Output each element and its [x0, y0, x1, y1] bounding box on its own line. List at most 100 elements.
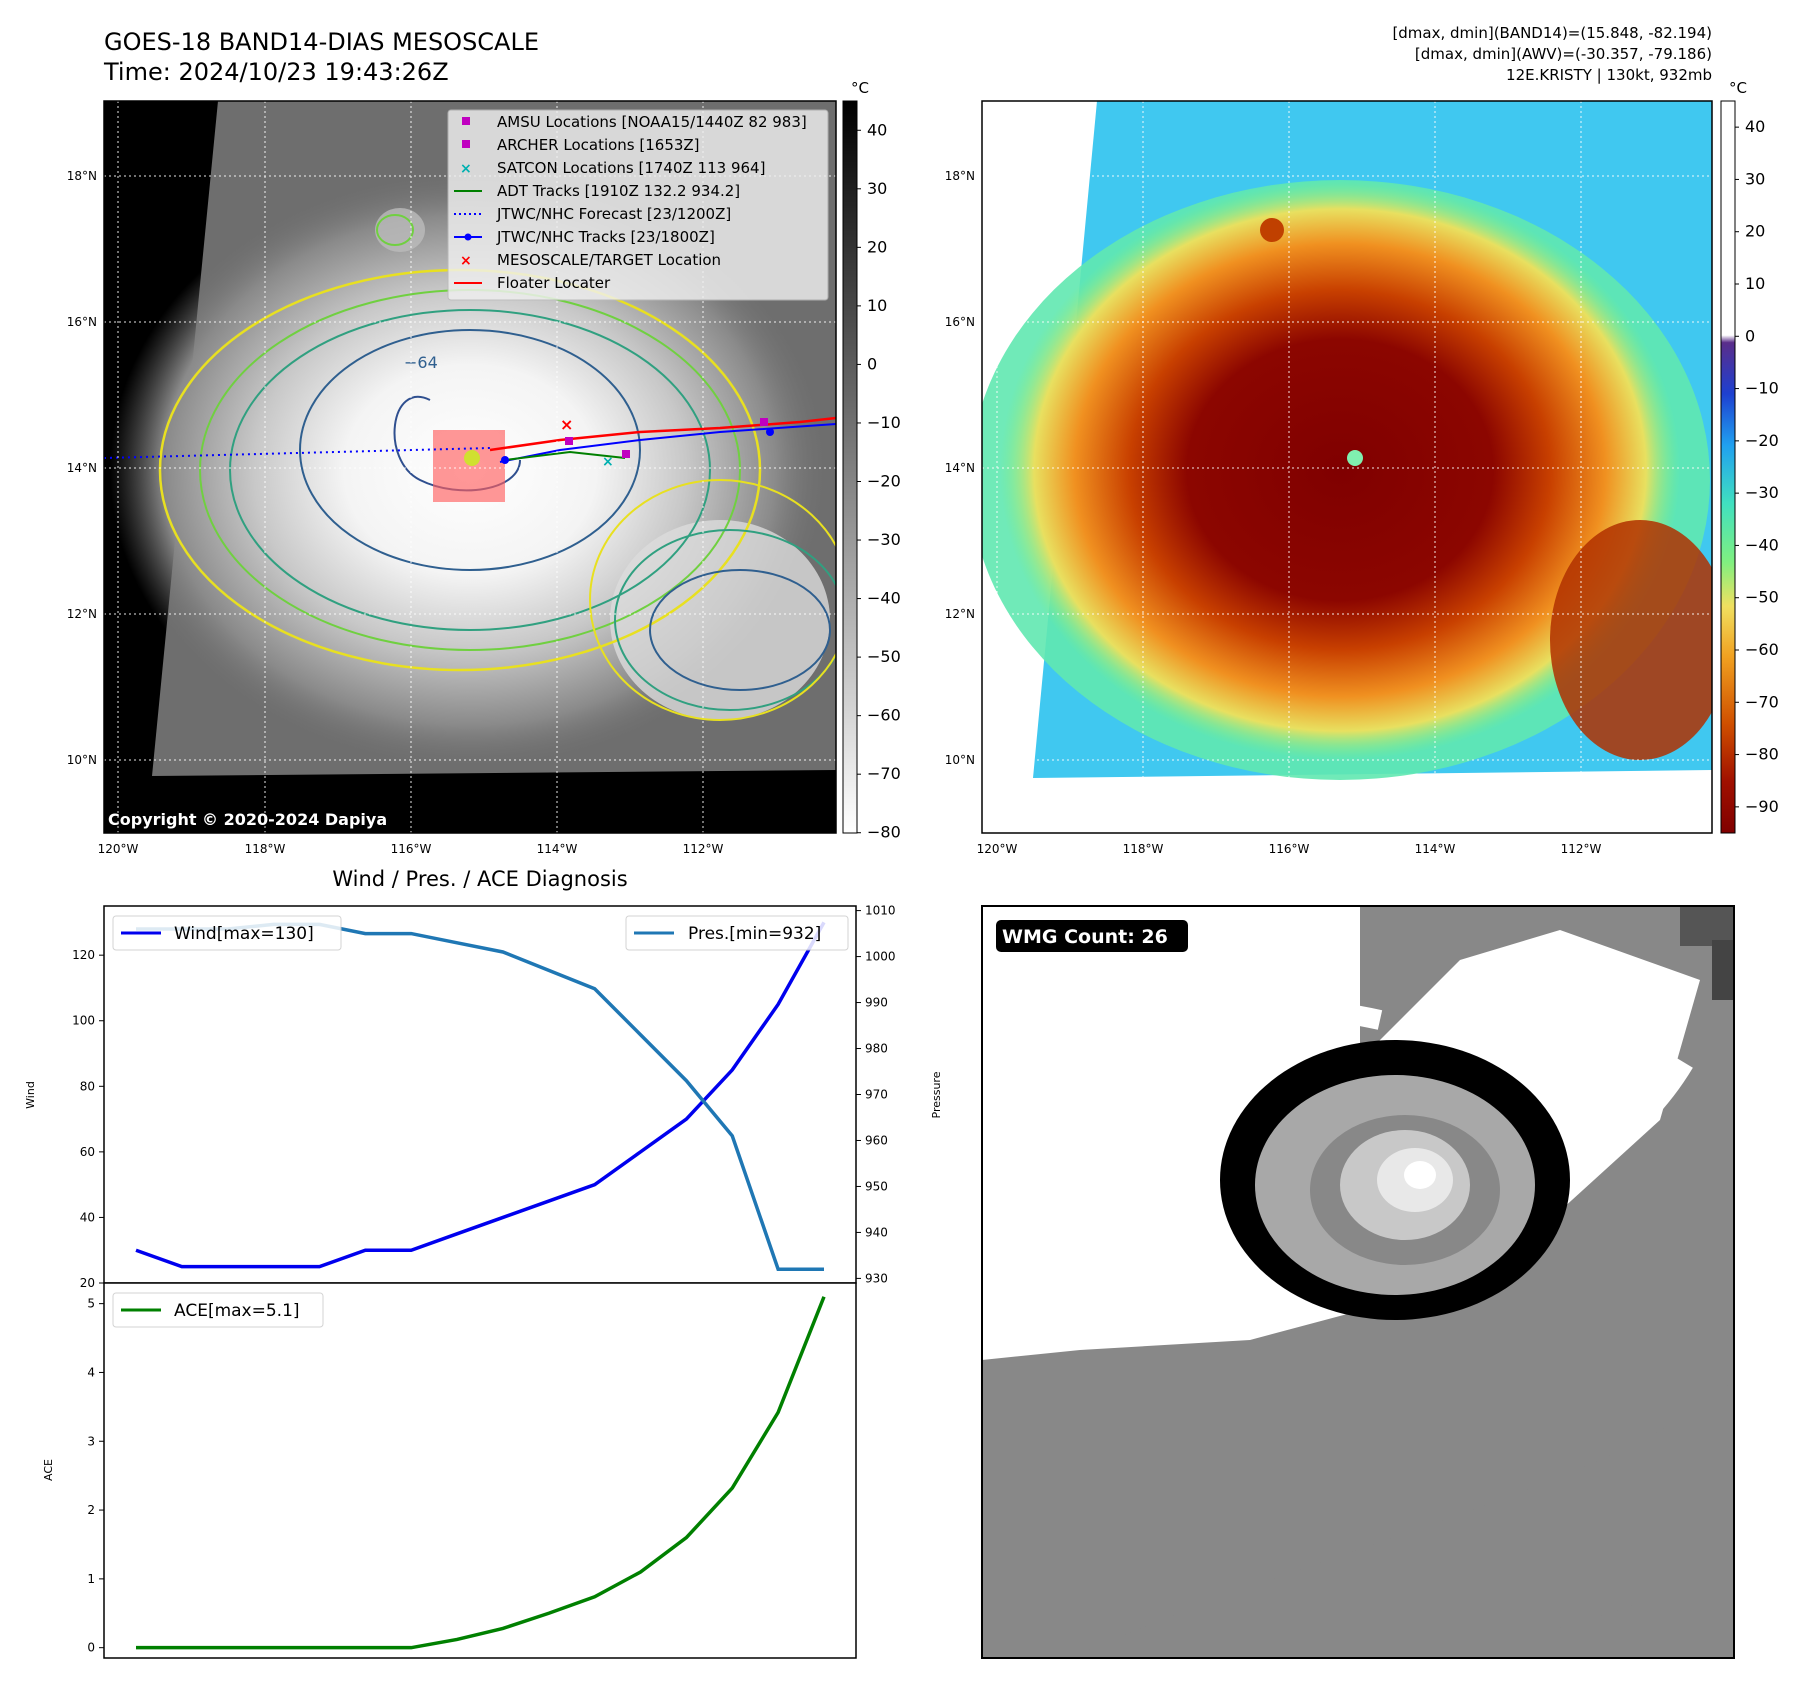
pressure-tick-label: 970: [865, 1088, 888, 1102]
figure-time: Time: 2024/10/23 19:43:26Z: [103, 58, 449, 86]
svg-text:14°N: 14°N: [67, 461, 97, 475]
pressure-legend: Pres.[min=932]: [625, 915, 849, 951]
gray-colorbar-tick-label: 10: [867, 296, 887, 315]
legend-forecast: JTWC/NHC Forecast [23/1200Z]: [496, 205, 731, 223]
svg-text:10°N: 10°N: [67, 753, 97, 767]
color-colorbar: °C 40 30 20 10 0 −10 −20 −30 −40 −50 −60 −70 −80 −90: [1720, 79, 1779, 834]
pressure-ylabel: Pressure: [930, 1071, 943, 1118]
map1-lat-labels: 18°N 16°N 14°N 12°N 10°N: [67, 169, 97, 767]
wind-series-line: [135, 921, 826, 1269]
info-band14: [dmax, dmin](BAND14)=(15.848, -82.194): [1392, 24, 1712, 42]
gray-colorbar-unit: °C: [851, 79, 869, 97]
wind-tick-label: 100: [72, 1014, 95, 1028]
gray-colorbar-tick-label: 40: [867, 120, 887, 139]
gray-colorbar-tick-label: −20: [867, 472, 901, 491]
ir-color-map: [981, 100, 1713, 834]
wind-ylabel: Wind: [24, 1081, 37, 1109]
copyright: Copyright © 2020-2024 Dapiya: [108, 810, 387, 829]
svg-text:16°N: 16°N: [945, 315, 975, 329]
svg-text:112°W: 112°W: [683, 842, 724, 856]
gray-colorbar-tick-label: 30: [867, 179, 887, 198]
gray-colorbar-tick-label: −10: [867, 413, 901, 432]
svg-text:112°W: 112°W: [1561, 842, 1602, 856]
gray-colorbar-tick-label: −50: [867, 647, 901, 666]
map-legend: AMSU Locations [NOAA15/1440Z 82 983] ARC…: [447, 109, 829, 301]
gray-colorbar-tick-label: −30: [867, 530, 901, 549]
ace-tick-label: 0: [87, 1641, 95, 1655]
pressure-legend-label: Pres.[min=932]: [688, 924, 821, 944]
legend-mesoscale: MESOSCALE/TARGET Location: [497, 251, 721, 269]
wind-tick-label: 80: [80, 1079, 95, 1093]
color-colorbar-tick-label: 40: [1745, 117, 1765, 136]
color-colorbar-tick-label: −70: [1745, 692, 1779, 711]
wind-legend-label: Wind[max=130]: [174, 924, 314, 944]
color-colorbar-tick-label: −90: [1745, 797, 1779, 816]
svg-text:18°N: 18°N: [67, 169, 97, 183]
color-colorbar-tick-label: −20: [1745, 431, 1779, 450]
wind-legend: Wind[max=130]: [112, 915, 342, 951]
legend-satcon: SATCON Locations [1740Z 113 964]: [497, 159, 765, 177]
pressure-tick-label: 930: [865, 1271, 888, 1285]
ace-tick-label: 2: [87, 1503, 95, 1517]
svg-text:×: ×: [460, 253, 472, 269]
ace-legend: ACE[max=5.1]: [112, 1292, 324, 1328]
pressure-tick-label: 950: [865, 1179, 888, 1193]
map1-lon-labels: 120°W 118°W 116°W 114°W 112°W: [98, 842, 724, 856]
figure-title: GOES-18 BAND14-DIAS MESOSCALE: [104, 28, 539, 56]
svg-text:120°W: 120°W: [977, 842, 1018, 856]
svg-text:114°W: 114°W: [1415, 842, 1456, 856]
gray-colorbar-tick-label: −70: [867, 764, 901, 783]
color-colorbar-tick-label: −40: [1745, 535, 1779, 554]
color-colorbar-tick-label: −80: [1745, 745, 1779, 764]
pressure-tick-label: 1010: [865, 904, 896, 918]
svg-text:12°N: 12°N: [945, 607, 975, 621]
legend-tracks: JTWC/NHC Tracks [23/1800Z]: [496, 228, 715, 246]
color-colorbar-tick-label: 20: [1745, 222, 1765, 241]
gray-colorbar-tick-label: 20: [867, 237, 887, 256]
contour-label-64: −64: [404, 353, 438, 372]
ace-legend-label: ACE[max=5.1]: [174, 1301, 300, 1321]
pressure-tick-label: 960: [865, 1133, 888, 1147]
ace-series-line: [136, 1296, 826, 1650]
map2-lon-labels: 120°W 118°W 116°W 114°W 112°W: [977, 842, 1602, 856]
legend-floater: Floater Locater: [497, 274, 611, 292]
legend-adt: ADT Tracks [1910Z 132.2 934.2]: [497, 182, 740, 200]
legend-amsu: AMSU Locations [NOAA15/1440Z 82 983]: [497, 113, 807, 131]
wind-tick-label: 20: [80, 1276, 95, 1290]
wind-tick-label: 120: [72, 948, 95, 962]
map2-lat-labels: 18°N 16°N 14°N 12°N 10°N: [945, 169, 975, 767]
info-storm: 12E.KRISTY | 130kt, 932mb: [1506, 66, 1712, 84]
svg-text:×: ×: [460, 161, 472, 177]
color-colorbar-tick-label: 10: [1745, 274, 1765, 293]
svg-text:×: ×: [560, 415, 573, 434]
svg-text:116°W: 116°W: [1269, 842, 1310, 856]
ace-tick-label: 5: [87, 1297, 95, 1311]
svg-text:18°N: 18°N: [945, 169, 975, 183]
color-colorbar-tick-label: −60: [1745, 640, 1779, 659]
gray-colorbar-tick-label: 0: [867, 354, 877, 373]
wmg-count-badge: WMG Count: 26: [1002, 926, 1168, 948]
svg-text:116°W: 116°W: [391, 842, 432, 856]
wind-tick-label: 40: [80, 1210, 95, 1224]
svg-text:118°W: 118°W: [245, 842, 286, 856]
svg-text:×: ×: [602, 454, 614, 470]
gray-colorbar-tick-label: −80: [867, 823, 901, 842]
ace-tick-label: 4: [87, 1365, 95, 1379]
svg-text:120°W: 120°W: [98, 842, 139, 856]
ace-tick-label: 3: [87, 1434, 95, 1448]
svg-text:10°N: 10°N: [945, 753, 975, 767]
gray-colorbar-tick-label: −60: [867, 706, 901, 725]
svg-text:114°W: 114°W: [537, 842, 578, 856]
chart-title: Wind / Pres. / ACE Diagnosis: [332, 867, 627, 891]
pressure-tick-label: 940: [865, 1225, 888, 1239]
color-colorbar-tick-label: −30: [1745, 483, 1779, 502]
color-colorbar-tick-label: 0: [1745, 326, 1755, 345]
pressure-tick-label: 980: [865, 1042, 888, 1056]
svg-text:16°N: 16°N: [67, 315, 97, 329]
gray-colorbar: °C 40 30 20 10 0 −10 −20 −30 −40 −50 −60 −70 −80: [842, 79, 901, 842]
svg-text:12°N: 12°N: [67, 607, 97, 621]
pressure-tick-label: 1000: [865, 950, 896, 964]
wind-tick-label: 60: [80, 1145, 95, 1159]
color-colorbar-tick-label: 30: [1745, 169, 1765, 188]
